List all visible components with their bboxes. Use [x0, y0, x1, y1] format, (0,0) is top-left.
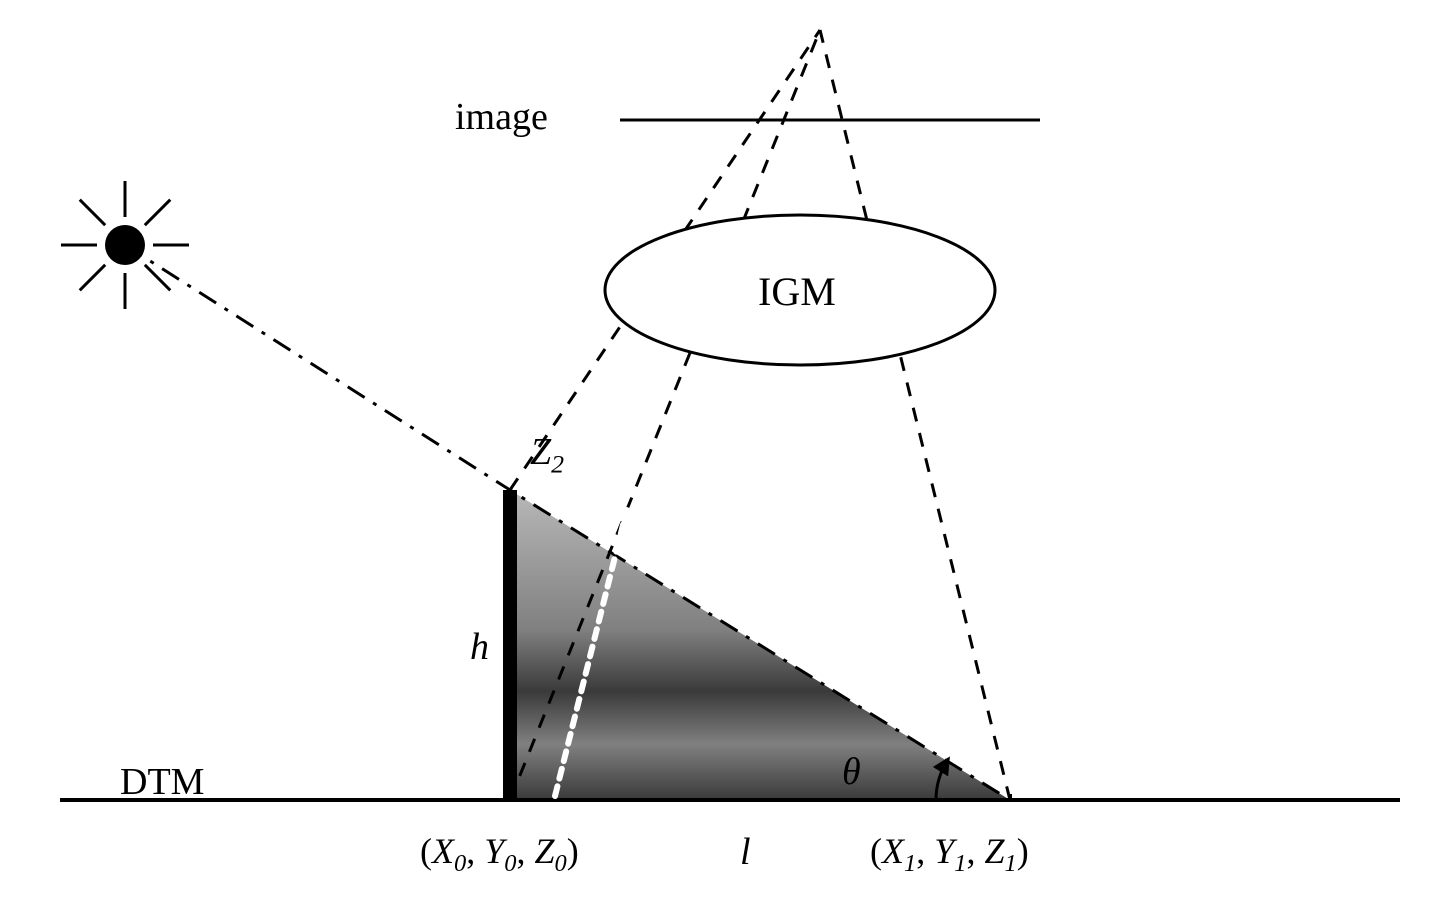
label-igm: IGM — [758, 268, 836, 315]
label-p1: (X1, Y1, Z1) — [870, 830, 1029, 878]
sun-ray-icon — [80, 200, 105, 225]
label-h: h — [470, 625, 489, 669]
label-l: l — [740, 830, 751, 874]
sun-ray-icon — [145, 265, 170, 290]
label-theta: θ — [842, 750, 861, 794]
sun-icon — [105, 225, 145, 265]
diagram-svg — [0, 0, 1437, 917]
sun-ray-icon — [145, 200, 170, 225]
projection-ray — [820, 30, 1010, 800]
sun-ray-icon — [80, 265, 105, 290]
label-z2: Z2 — [530, 430, 564, 480]
diagram-canvas: image IGM DTM Z2 h l θ (X0, Y0, Z0) (X1,… — [0, 0, 1437, 917]
label-p0: (X0, Y0, Z0) — [420, 830, 579, 878]
label-image: image — [455, 95, 548, 139]
label-dtm: DTM — [120, 760, 204, 804]
